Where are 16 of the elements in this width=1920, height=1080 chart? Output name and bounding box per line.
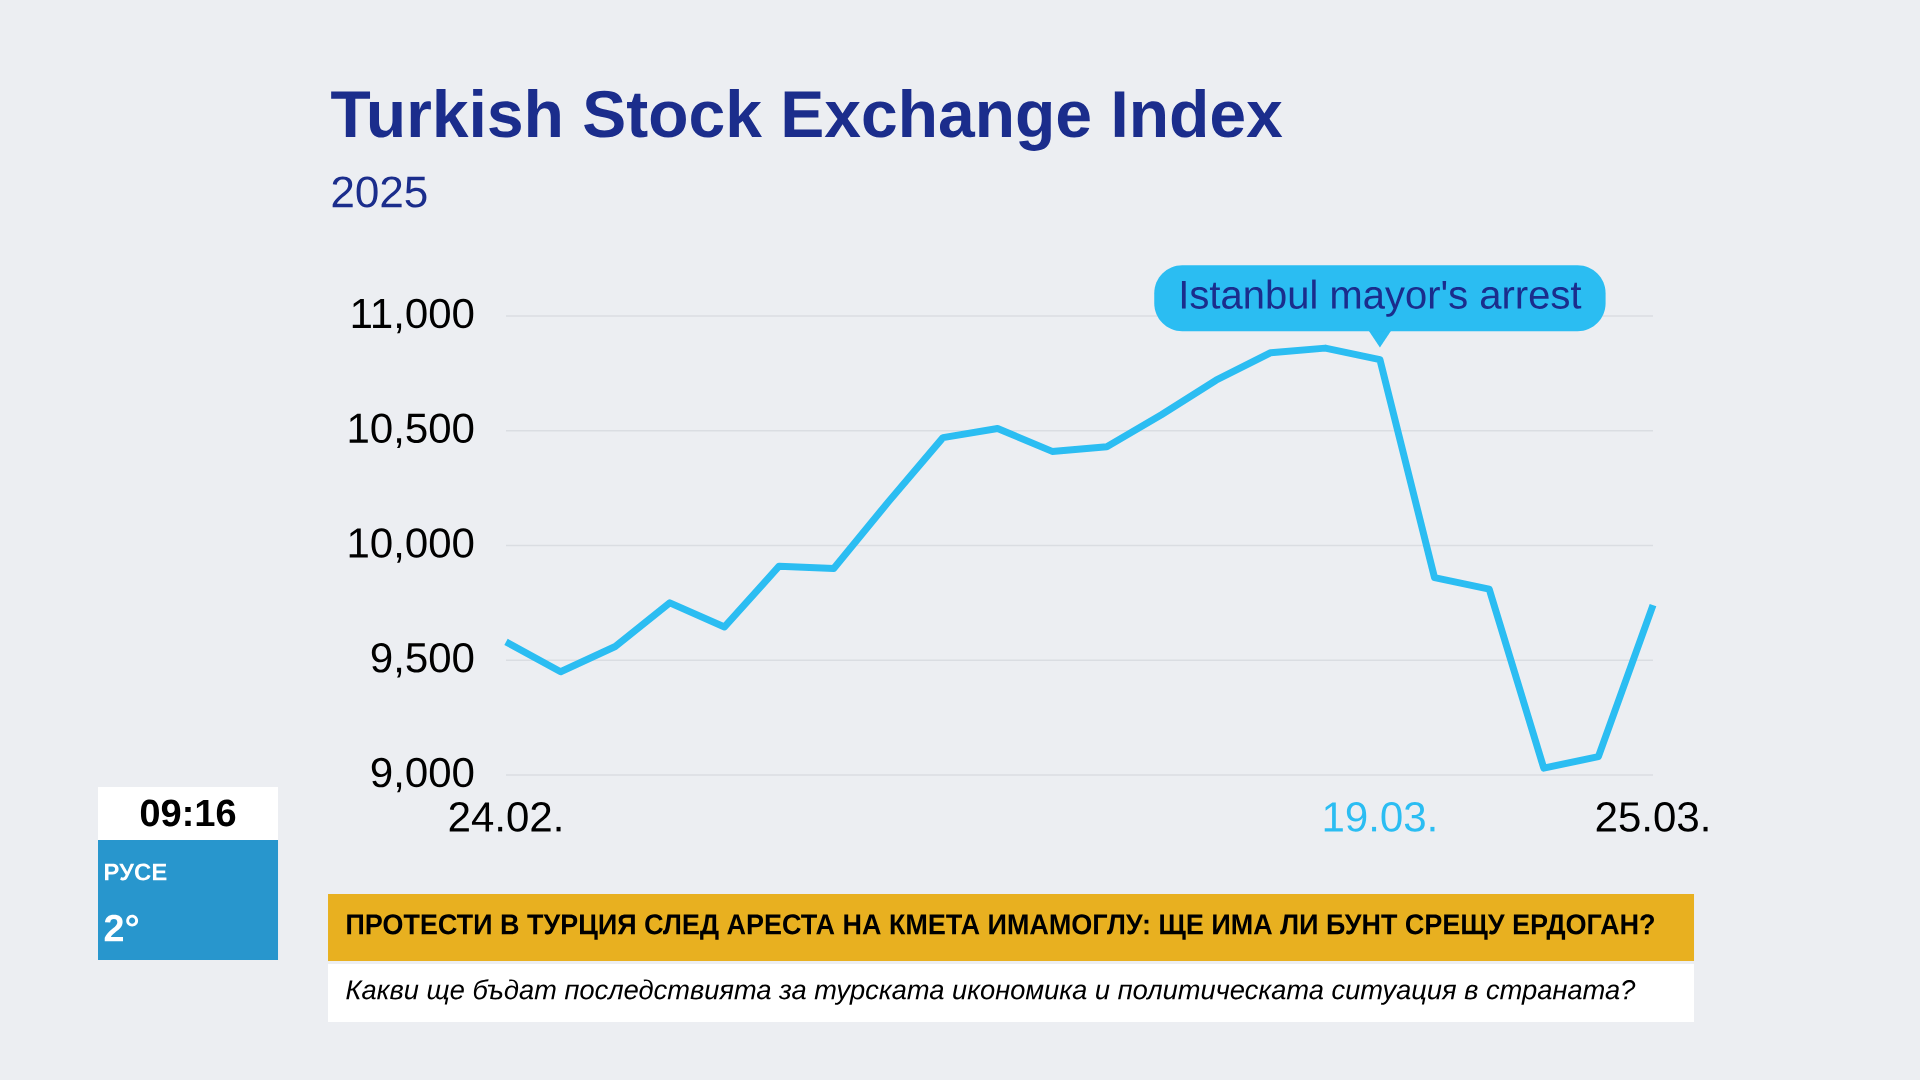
text: 09:16 <box>140 799 236 827</box>
y-tick-label: 10,500 <box>349 413 474 449</box>
chart-subtitle: 2025 <box>332 176 427 208</box>
text: РУСЕ <box>105 863 167 881</box>
chart-title: Turkish Stock Exchange Index <box>331 89 1283 151</box>
y-tick-label: 9,000 <box>371 757 474 793</box>
text: 2° <box>104 914 139 942</box>
x-tick-label: 19.03. <box>1324 802 1435 832</box>
text: ПРОТЕСТИ В ТУРЦИЯ СЛЕД АРЕСТА НА КМЕТА ИМАМОГЛУ: ЩЕ ИМА ЛИ БУНТ СРЕЩУ ЕРДОГАН? <box>347 914 1654 940</box>
x-tick-label: 24.02. <box>449 802 561 832</box>
y-tick-label: 10,000 <box>349 528 474 563</box>
y-tick-label: 9,500 <box>371 642 474 678</box>
y-tick-label: 11,000 <box>352 298 474 334</box>
annotation: Istanbul mayor's arrest <box>1181 279 1582 317</box>
text: Какви ще бъдат последствията за турската икономика и политическата ситуация в страната? <box>346 979 1636 1005</box>
x-tick-label: 25.03. <box>1596 802 1708 832</box>
